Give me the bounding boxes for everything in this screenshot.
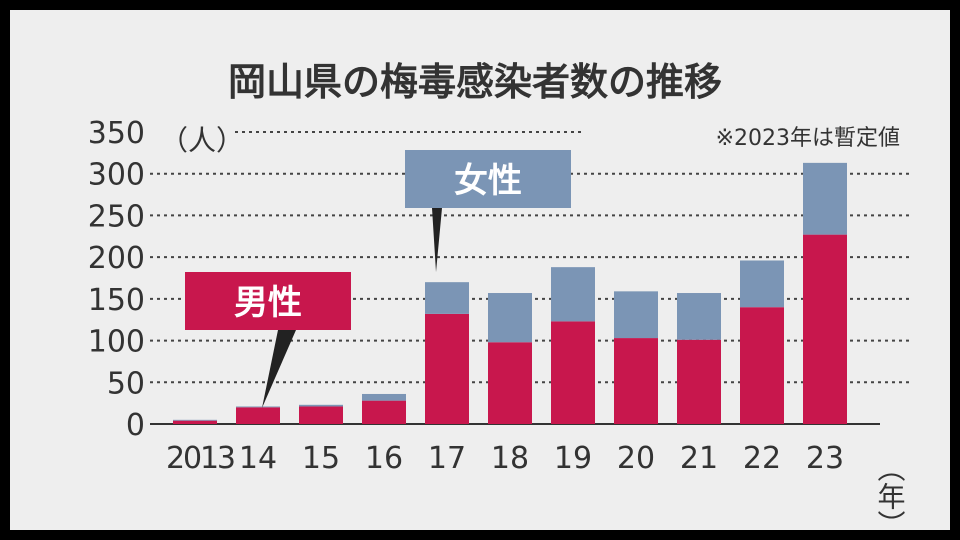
bars: [173, 162, 847, 424]
bar-segment-female: [425, 282, 469, 314]
y-tick-label: 350: [88, 116, 145, 151]
chart-note: ※2023年は暫定値: [716, 126, 900, 151]
legend-female-label: 女性: [454, 161, 522, 201]
bar-segment-male: [551, 321, 595, 424]
legend-male-label: 男性: [234, 283, 302, 323]
bar-segment-male: [803, 234, 847, 424]
legend-male-pointer: [262, 330, 296, 408]
bar-segment-female: [236, 406, 280, 408]
bar-segment-female: [299, 404, 343, 407]
bar-segment-male: [677, 339, 721, 424]
bar-segment-female: [551, 267, 595, 322]
bar-segment-male: [614, 338, 658, 424]
chart-frame: 岡山県の梅毒感染者数の推移 ※2023年は暫定値 （人） 0 50 100 150 20…: [10, 10, 950, 530]
bar-segment-male: [299, 406, 343, 424]
x-tick-label: 20: [617, 441, 655, 476]
legend-female-pointer: [432, 208, 442, 272]
bar-segment-female: [614, 291, 658, 339]
y-axis-unit: （人）: [160, 124, 244, 157]
x-tick-label: 19: [554, 441, 592, 476]
chart-title: 岡山県の梅毒感染者数の推移: [228, 60, 722, 104]
legend-callout-male: 男性: [185, 272, 351, 408]
y-tick-label: 200: [88, 241, 145, 276]
y-tick-label: 250: [88, 199, 145, 234]
bar-segment-male: [362, 400, 406, 424]
y-tick-label: 50: [107, 366, 145, 401]
x-tick-label: 21: [680, 441, 718, 476]
x-tick-label: 23: [806, 441, 844, 476]
x-tick-label: 16: [365, 441, 403, 476]
x-axis-unit: （年）: [874, 454, 907, 530]
bar-segment-male: [488, 342, 532, 424]
x-tick-label: 14: [239, 441, 277, 476]
bar-segment-female: [803, 162, 847, 235]
legend-female-box: [405, 150, 571, 208]
bar-segment-female: [362, 393, 406, 401]
y-tick-label: 100: [88, 325, 145, 360]
bar-segment-female: [488, 293, 532, 343]
x-tick-label: 17: [428, 441, 466, 476]
x-tick-label: 2013: [166, 441, 236, 476]
y-ticks: 0 50 100 150 200 250 300 350: [88, 116, 145, 443]
x-tick-label: 22: [743, 441, 781, 476]
y-tick-label: 0: [126, 408, 145, 443]
chart-svg: 岡山県の梅毒感染者数の推移 ※2023年は暫定値 （人） 0 50 100 150 20…: [88, 60, 910, 530]
bar-segment-male: [740, 307, 784, 424]
bar-segment-male: [173, 420, 217, 424]
bar-segment-female: [677, 293, 721, 340]
bar-segment-female: [173, 419, 217, 421]
legend-callout-female: 女性: [405, 150, 571, 272]
y-tick-label: 150: [88, 283, 145, 318]
legend-male-box: [185, 272, 351, 330]
bar-segment-male: [425, 313, 469, 424]
bar-segment-female: [740, 260, 784, 308]
y-tick-label: 300: [88, 158, 145, 193]
bar-segment-male: [236, 407, 280, 424]
x-ticks: 2013 14 15 16 17 18 19 20 21 22 23: [166, 441, 844, 476]
x-tick-label: 18: [491, 441, 529, 476]
x-tick-label: 15: [302, 441, 340, 476]
